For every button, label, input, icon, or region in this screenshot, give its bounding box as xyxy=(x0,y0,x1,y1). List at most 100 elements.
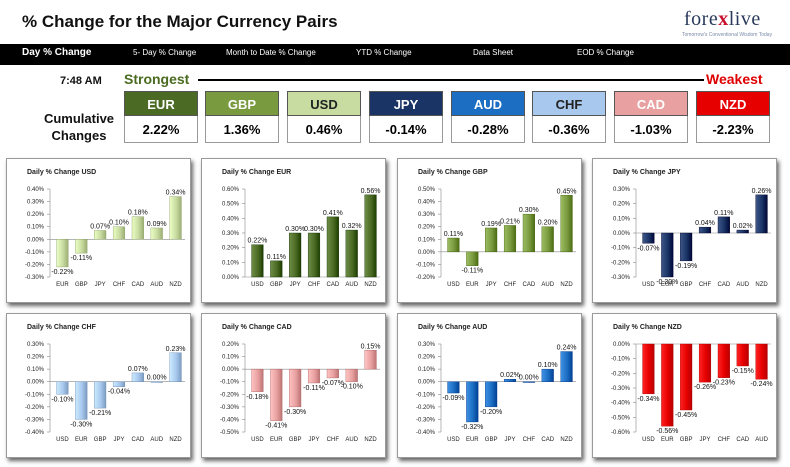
bar xyxy=(56,381,69,395)
bar xyxy=(447,237,460,253)
y-tick-label: 0.00% xyxy=(613,231,631,237)
y-tick-label: 0.10% xyxy=(27,367,45,373)
y-tick-label: 0.20% xyxy=(222,246,240,252)
data-label: 0.15% xyxy=(361,343,381,350)
data-label: 0.45% xyxy=(557,188,577,195)
chart-chf: Daily % Change CHF 0.30% 0.20% 0.10% 0.00% -… xyxy=(6,313,191,458)
data-label: -0.56% xyxy=(656,428,678,435)
x-category-label: GBP xyxy=(485,437,498,443)
x-category-label: EUR xyxy=(56,282,69,288)
data-label: -0.34% xyxy=(637,396,659,403)
x-category-label: AUD xyxy=(736,282,749,288)
x-category-label: NZD xyxy=(169,437,182,443)
data-label: 0.10% xyxy=(538,362,558,369)
data-label: 0.07% xyxy=(128,366,148,373)
bar xyxy=(364,350,377,370)
currency-code: USD xyxy=(287,91,361,116)
data-label: 0.56% xyxy=(361,188,381,195)
data-label: -0.20% xyxy=(480,409,502,416)
currency-cumulative-value: -2.23% xyxy=(696,116,770,143)
x-category-label: USD xyxy=(251,437,264,443)
bar xyxy=(251,368,264,392)
bar xyxy=(485,381,498,408)
currency-code: CHF xyxy=(532,91,606,116)
chart-svg: 0.00% -0.10% -0.20% -0.30% -0.40% -0.50% -0.60… xyxy=(611,342,773,443)
bar xyxy=(94,230,107,240)
data-label: 0.30% xyxy=(519,207,539,214)
bar xyxy=(503,225,517,253)
bar xyxy=(661,343,674,427)
forexlive-logo[interactable]: forexlive Tomorrow's Conventional Wisdom… xyxy=(678,8,774,40)
bar xyxy=(326,368,339,379)
currency-cumulative-value: 0.46% xyxy=(287,116,361,143)
x-category-label: GBP xyxy=(289,437,302,443)
x-category-label: AUD xyxy=(541,282,554,288)
bar xyxy=(755,194,768,234)
x-category-label: JPY xyxy=(504,437,515,443)
data-label: 0.02% xyxy=(733,223,753,230)
bar xyxy=(698,226,712,234)
chart-title: Daily % Change NZD xyxy=(613,324,682,331)
weakest-label: Weakest xyxy=(706,71,763,87)
data-label: -0.10% xyxy=(341,384,363,391)
x-category-label: CHF xyxy=(308,282,321,288)
bar xyxy=(680,232,693,262)
x-category-label: CHF xyxy=(718,437,731,443)
x-category-label: AUD xyxy=(345,282,358,288)
tab-ytd-change[interactable]: YTD % Change xyxy=(356,48,412,57)
y-tick-label: 0.30% xyxy=(222,231,240,237)
x-category-label: CHF xyxy=(523,437,536,443)
tab-data-sheet[interactable]: Data Sheet xyxy=(473,48,514,57)
bar xyxy=(131,372,144,382)
header: % Change for the Major Currency Pairs fo… xyxy=(0,0,790,44)
data-label: -0.24% xyxy=(750,381,772,388)
y-tick-label: 0.20% xyxy=(222,342,240,348)
bar xyxy=(364,194,377,278)
y-tick-label: 0.10% xyxy=(613,216,631,222)
y-tick-label: -0.10% xyxy=(611,246,631,252)
bar xyxy=(94,381,107,409)
tab-eod-change[interactable]: EOD % Change xyxy=(577,48,634,57)
y-tick-label: -0.40% xyxy=(220,417,240,423)
y-tick-label: 0.10% xyxy=(27,225,45,231)
bar xyxy=(270,260,283,278)
tab-day-change[interactable]: Day % Change xyxy=(22,47,92,58)
cumulative-changes-label: Cumulative Changes xyxy=(43,111,115,143)
bar xyxy=(503,378,517,382)
x-category-label: JPY xyxy=(486,282,497,288)
y-tick-label: -0.30% xyxy=(611,386,631,392)
tab-5day-change[interactable]: 5- Day % Change xyxy=(133,48,197,57)
bar xyxy=(169,352,182,382)
currency-card-cad: CAD -1.03% xyxy=(614,91,688,143)
data-label: 0.23% xyxy=(166,346,186,353)
bar xyxy=(326,216,339,278)
timestamp: 7:48 AM xyxy=(60,75,102,87)
y-tick-label: -0.30% xyxy=(611,275,631,281)
chart-nzd: Daily % Change NZD 0.00% -0.10% -0.20% -0.3… xyxy=(592,313,777,458)
y-tick-label: -0.30% xyxy=(25,417,45,423)
data-label: 0.22% xyxy=(247,238,267,245)
data-label: 0.00% xyxy=(519,375,539,382)
data-label: 0.11% xyxy=(444,231,463,238)
currency-cumulative-value: -0.14% xyxy=(369,116,443,143)
bar xyxy=(560,351,573,382)
x-category-label: USD xyxy=(447,437,460,443)
bar xyxy=(150,227,163,240)
data-label: -0.26% xyxy=(694,384,716,391)
currency-card-eur: EUR 2.22% xyxy=(124,91,198,143)
data-label: 0.32% xyxy=(342,223,362,230)
tab-month-to-date-change[interactable]: Month to Date % Change xyxy=(226,48,316,57)
bar xyxy=(541,368,554,382)
data-label: 0.26% xyxy=(752,188,772,195)
bar xyxy=(698,343,712,383)
x-category-label: NZD xyxy=(364,282,377,288)
y-tick-label: 0.10% xyxy=(222,355,240,361)
data-label: 0.11% xyxy=(714,210,733,217)
currency-cumulative-value: -0.28% xyxy=(451,116,525,143)
data-label: -0.22% xyxy=(51,269,73,276)
x-category-label: NZD xyxy=(169,282,182,288)
bar xyxy=(466,251,479,266)
y-tick-label: -0.10% xyxy=(25,392,45,398)
y-tick-label: -0.40% xyxy=(611,401,631,407)
currency-code: JPY xyxy=(369,91,443,116)
